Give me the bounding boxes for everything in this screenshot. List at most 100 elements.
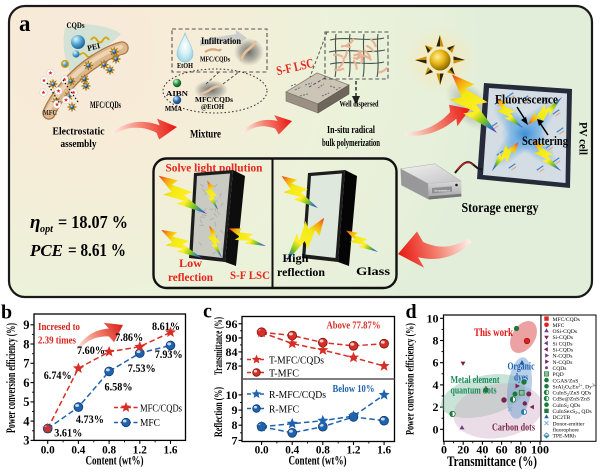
svg-text:7.60%: 7.60% (77, 345, 105, 357)
svg-text:10: 10 (226, 388, 238, 402)
svg-text:CuInSexS2-x QDs: CuInSexS2-x QDs (553, 409, 592, 415)
svg-text:Electrostatic: Electrostatic (53, 126, 105, 138)
svg-text:5: 5 (23, 395, 29, 409)
svg-text:CuInS2 QDs: CuInS2 QDs (553, 403, 581, 409)
svg-text:0.8: 0.8 (102, 443, 116, 457)
svg-text:opt: opt (40, 223, 54, 235)
svg-text:CQDs: CQDs (67, 21, 85, 30)
svg-text:EtOH: EtOH (177, 62, 193, 70)
svg-text:N-CQDs: N-CQDs (553, 360, 573, 366)
svg-text:7.53%: 7.53% (128, 363, 156, 375)
svg-text:b: b (1, 302, 12, 324)
svg-text:Incresed to: Incresed to (38, 321, 80, 333)
svg-text:80: 80 (515, 443, 527, 457)
svg-text:7: 7 (23, 357, 29, 371)
svg-text:MFC: MFC (140, 418, 160, 429)
svg-text:N-CQDs: N-CQDs (553, 354, 573, 360)
svg-text:In-situ radical: In-situ radical (327, 124, 375, 136)
svg-text:1.2: 1.2 (346, 443, 360, 457)
svg-text:Accumulator: Accumulator (434, 188, 451, 192)
svg-text:Carbon dots: Carbon dots (492, 422, 536, 434)
svg-text:MMA: MMA (165, 105, 182, 113)
svg-text:4: 4 (433, 378, 439, 392)
svg-text:0.0: 0.0 (41, 443, 55, 457)
svg-text:8: 8 (232, 418, 238, 432)
svg-text:6: 6 (433, 356, 439, 370)
svg-text:CdSe@ZnS/ZnS: CdSe@ZnS/ZnS (553, 397, 590, 403)
svg-text:Mixture: Mixture (190, 129, 221, 141)
svg-text:fluorophore: fluorophore (553, 427, 580, 434)
svg-text:R-MFC: R-MFC (269, 405, 299, 416)
svg-text:Power conversion efficiency (%: Power conversion efficiency (%) (403, 323, 417, 435)
svg-text:96: 96 (226, 317, 238, 331)
svg-text:Si CQDs: Si CQDs (553, 341, 573, 347)
svg-text:OSi-CQDs: OSi-CQDs (553, 329, 578, 335)
svg-text:Power conversion efficiency (%: Power conversion efficiency (%) (4, 323, 18, 433)
svg-text:CGAS/ZnS: CGAS/ZnS (553, 378, 579, 384)
svg-text:Fluorescence: Fluorescence (495, 93, 558, 107)
svg-text:Well dispersed: Well dispersed (340, 99, 379, 109)
svg-text:84: 84 (226, 345, 238, 359)
svg-text:MFC/CQDs: MFC/CQDs (200, 56, 230, 64)
svg-text:Above 77.87%: Above 77.87% (327, 320, 381, 332)
svg-text:3: 3 (23, 434, 29, 448)
svg-text:Si-CQDs: Si-CQDs (553, 335, 574, 341)
svg-text:High: High (283, 251, 309, 265)
svg-text:S-F LSC: S-F LSC (230, 268, 270, 282)
svg-text:R-MFC/CQDs: R-MFC/CQDs (269, 390, 326, 401)
svg-text:4: 4 (23, 414, 30, 428)
svg-text:3.61%: 3.61% (54, 428, 82, 440)
svg-text:8: 8 (23, 337, 29, 351)
svg-text:@EtOH: @EtOH (201, 103, 225, 111)
svg-text:60: 60 (496, 443, 508, 457)
svg-text:1.6: 1.6 (377, 443, 391, 457)
svg-text:bulk polymerization: bulk polymerization (322, 137, 380, 149)
svg-text:78: 78 (226, 359, 238, 373)
svg-text:20: 20 (457, 443, 469, 457)
svg-text:7: 7 (232, 433, 238, 447)
svg-text:Reflection (%): Reflection (%) (211, 387, 225, 437)
svg-text:PEI: PEI (86, 41, 101, 53)
svg-text:0: 0 (433, 422, 439, 436)
svg-text:Content (wt%): Content (wt%) (289, 453, 347, 468)
svg-text:This work: This work (474, 325, 513, 339)
svg-text:reflection: reflection (277, 265, 325, 279)
svg-text:7.93%: 7.93% (155, 349, 183, 361)
svg-text:= 18.07 %: = 18.07 % (58, 212, 128, 232)
svg-text:MFC/CQDs: MFC/CQDs (90, 100, 121, 110)
svg-text:Metal element: Metal element (451, 375, 500, 386)
svg-text:c: c (203, 301, 212, 323)
svg-text:quantum dots: quantum dots (451, 386, 497, 397)
svg-text:Donor-emitter: Donor-emitter (553, 421, 585, 427)
svg-text:4.73%: 4.73% (76, 414, 104, 426)
svg-text:6.74%: 6.74% (44, 370, 72, 382)
svg-text:6: 6 (23, 376, 29, 390)
svg-text:MFC/CQDs: MFC/CQDs (195, 96, 233, 104)
svg-text:DC2TB: DC2TB (553, 415, 571, 421)
svg-text:AIBN: AIBN (166, 90, 188, 98)
svg-text:90: 90 (226, 331, 238, 345)
svg-text:PQD: PQD (553, 372, 564, 378)
svg-text:Si-CQDs: Si-CQDs (553, 348, 574, 354)
svg-text:100: 100 (531, 443, 549, 457)
svg-text:Solve light pollution: Solve light pollution (166, 161, 263, 175)
svg-text:Content (wt%): Content (wt%) (86, 453, 144, 468)
svg-text:Infiltration: Infiltration (201, 36, 241, 46)
svg-text:Scattering: Scattering (522, 134, 569, 148)
svg-text:1.6: 1.6 (164, 443, 178, 457)
svg-text:PV cell: PV cell (577, 122, 591, 156)
svg-text:dyes: dyes (514, 373, 528, 384)
svg-text:2.39 times: 2.39 times (38, 335, 77, 347)
svg-text:9: 9 (232, 403, 238, 417)
svg-text:8.61%: 8.61% (152, 321, 180, 333)
svg-text:0.0: 0.0 (255, 443, 269, 457)
svg-text:reflection: reflection (168, 270, 213, 284)
svg-text:8: 8 (433, 334, 439, 348)
svg-text:SrAl2O4:Eu2+, Dy3+: SrAl2O4:Eu2+, Dy3+ (553, 384, 596, 391)
svg-text:Organic: Organic (508, 362, 535, 373)
svg-text:MFC/CQDs: MFC/CQDs (140, 404, 182, 415)
svg-text:0: 0 (441, 443, 447, 457)
svg-text:6.58%: 6.58% (105, 382, 133, 394)
svg-text:CuInS2/ZnS QDs: CuInS2/ZnS QDs (553, 391, 592, 397)
svg-text:PCE: PCE (29, 241, 63, 260)
